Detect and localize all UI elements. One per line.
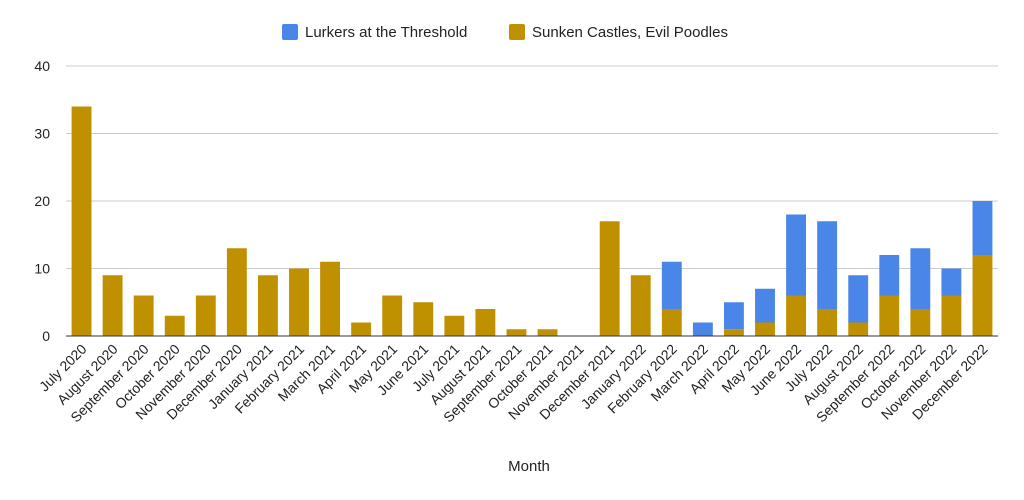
bar-sunken-castles (972, 255, 993, 336)
legend: Lurkers at the Threshold Sunken Castles,… (282, 24, 728, 41)
bar-sunken-castles (382, 295, 403, 336)
bar-sunken-castles (879, 295, 900, 336)
bar-sunken-castles (320, 261, 341, 336)
bar-lurkers (755, 288, 775, 323)
bar-sunken-castles (599, 221, 620, 336)
bar-sunken-castles (941, 295, 962, 336)
bar-sunken-castles (786, 295, 807, 336)
bar-sunken-castles (226, 248, 247, 336)
bar-sunken-castles (133, 295, 154, 336)
legend-swatch-sunken-castles (509, 24, 525, 40)
bars (71, 106, 993, 336)
bar-sunken-castles (848, 322, 869, 336)
bar-sunken-castles (444, 315, 465, 336)
y-axis-tick-labels: 0 10 20 30 40 (34, 58, 50, 344)
y-tick-label: 0 (42, 328, 50, 344)
bar-sunken-castles (755, 322, 775, 336)
gridlines (66, 65, 998, 269)
bar-lurkers (972, 201, 993, 255)
bar-sunken-castles (351, 322, 372, 336)
legend-label-lurkers: Lurkers at the Threshold (305, 24, 467, 41)
bar-sunken-castles (102, 275, 123, 336)
bar-sunken-castles (164, 315, 185, 336)
bar-lurkers (692, 322, 713, 336)
bar-lurkers (910, 248, 931, 309)
bar-lurkers (786, 214, 807, 296)
y-tick-label: 40 (34, 58, 50, 74)
bar-sunken-castles (630, 275, 651, 336)
bar-sunken-castles (475, 309, 496, 336)
bar-sunken-castles (71, 106, 92, 336)
bar-lurkers (817, 221, 838, 309)
y-tick-label: 30 (34, 126, 50, 142)
bar-lurkers (723, 302, 744, 330)
bar-sunken-castles (661, 309, 682, 336)
bar-lurkers (661, 261, 682, 309)
bar-sunken-castles (289, 268, 309, 336)
bar-lurkers (879, 255, 900, 296)
bar-lurkers (941, 268, 962, 296)
bar-sunken-castles (723, 329, 744, 336)
y-tick-label: 20 (34, 193, 50, 209)
bar-sunken-castles (195, 295, 216, 336)
bar-lurkers (848, 275, 869, 323)
bar-sunken-castles (506, 329, 527, 336)
bar-sunken-castles (413, 302, 434, 336)
bar-sunken-castles (910, 309, 931, 336)
x-axis-title: Month (508, 458, 550, 475)
bar-sunken-castles (257, 275, 278, 336)
y-tick-label: 10 (34, 261, 50, 277)
legend-label-sunken-castles: Sunken Castles, Evil Poodles (532, 24, 728, 41)
legend-swatch-lurkers (282, 24, 298, 40)
bar-sunken-castles (537, 329, 558, 336)
bar-sunken-castles (817, 309, 838, 336)
